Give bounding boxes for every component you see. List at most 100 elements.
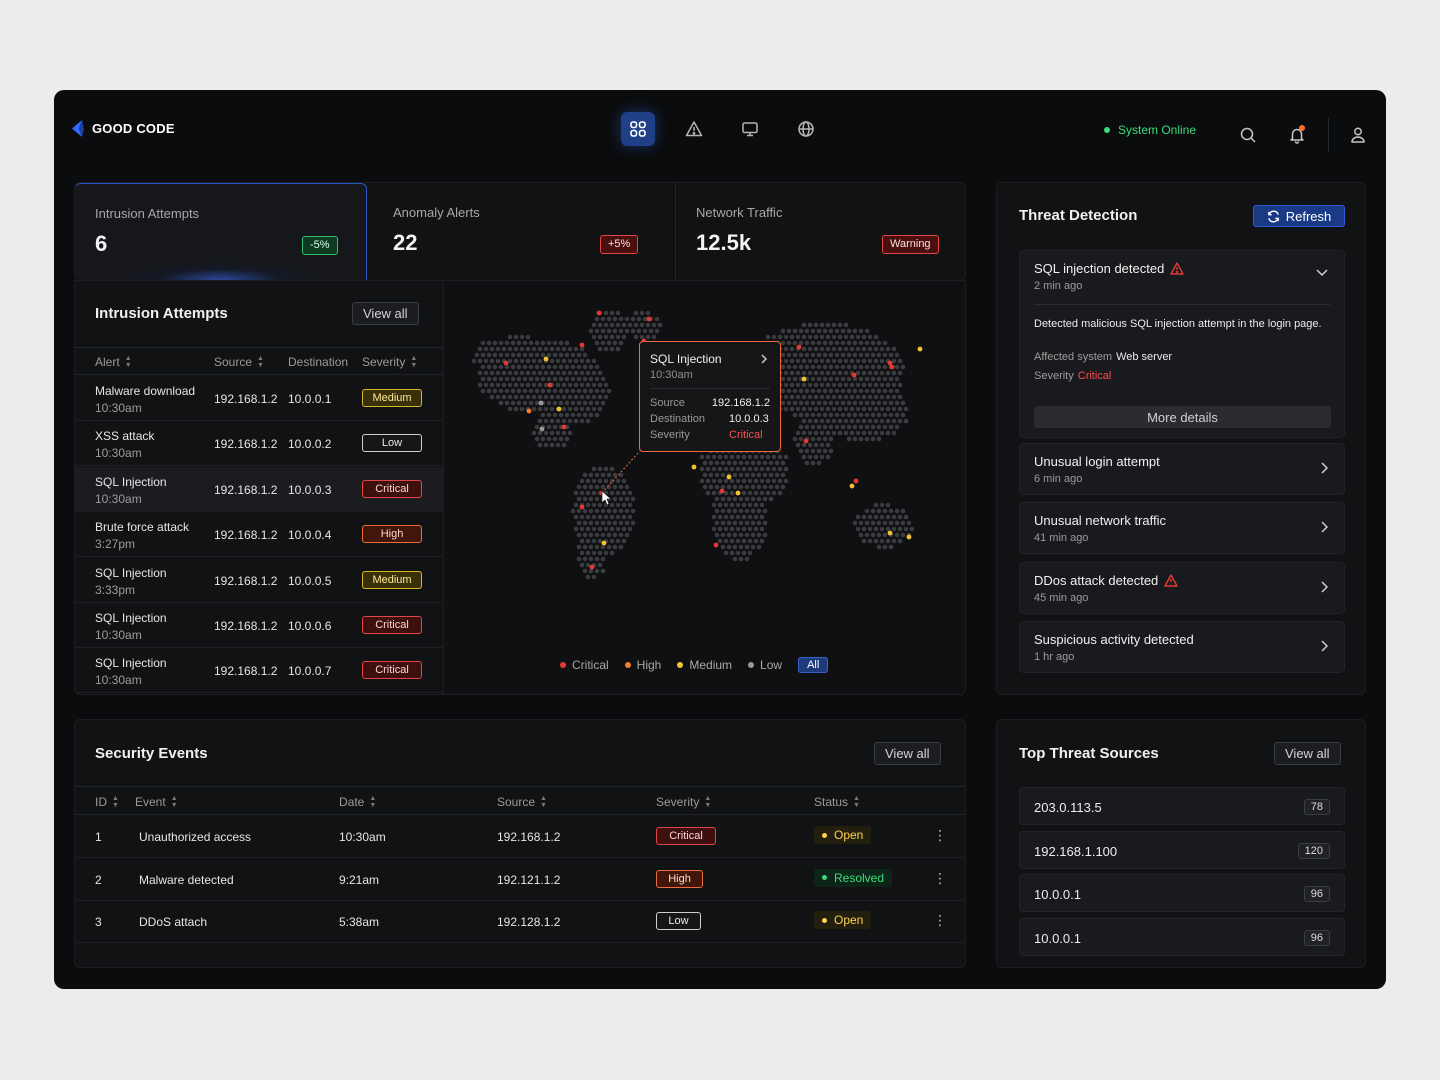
world-map[interactable] bbox=[444, 281, 966, 641]
threat-marker[interactable] bbox=[646, 316, 652, 322]
chevron-right-icon[interactable] bbox=[1320, 462, 1328, 474]
chevron-right-icon[interactable] bbox=[760, 354, 768, 364]
table-row[interactable]: XSS attack 10:30am 192.168.1.2 10.0.0.2 Low bbox=[75, 421, 445, 467]
column-header-event[interactable]: Event ▲ ▼ bbox=[135, 795, 178, 809]
status-dot-icon bbox=[822, 875, 827, 880]
threat-marker[interactable] bbox=[887, 530, 893, 536]
threat-card[interactable]: Suspicious activity detected 1 hr ago bbox=[1019, 621, 1345, 674]
more-details-button[interactable]: More details bbox=[1034, 406, 1331, 428]
stat-anomaly-alerts[interactable]: Anomaly Alerts 22 +5% bbox=[373, 183, 673, 280]
threat-marker[interactable] bbox=[596, 310, 602, 316]
threat-card[interactable]: DDos attack detected 45 min ago bbox=[1019, 561, 1345, 614]
threat-marker[interactable] bbox=[601, 540, 607, 546]
legend-medium[interactable]: Medium bbox=[677, 658, 732, 672]
legend-low[interactable]: Low bbox=[748, 658, 782, 672]
table-row[interactable]: SQL Injection 10:30am 192.168.1.2 10.0.0.6 C… bbox=[75, 603, 445, 648]
column-header-date[interactable]: Date ▲ ▼ bbox=[339, 795, 376, 809]
table-row[interactable]: 1 Unauthorized access 10:30am 192.168.1.2 Cr… bbox=[75, 816, 965, 858]
nav-devices[interactable] bbox=[733, 112, 767, 146]
refresh-label: Refresh bbox=[1285, 208, 1332, 224]
nav-alerts[interactable] bbox=[677, 112, 711, 146]
profile-button[interactable] bbox=[1347, 124, 1369, 146]
view-all-button[interactable]: View all bbox=[874, 742, 941, 765]
threat-marker[interactable] bbox=[538, 400, 544, 406]
threat-marker[interactable] bbox=[887, 360, 893, 366]
threat-marker[interactable] bbox=[561, 424, 567, 430]
more-options-icon[interactable]: ⋮ bbox=[933, 869, 947, 886]
threat-marker[interactable] bbox=[796, 344, 802, 350]
threat-marker[interactable] bbox=[579, 342, 585, 348]
threat-marker[interactable] bbox=[713, 542, 719, 548]
severity-badge: High bbox=[362, 525, 422, 544]
threat-marker[interactable] bbox=[691, 464, 697, 470]
legend-critical[interactable]: Critical bbox=[560, 658, 609, 672]
threat-marker[interactable] bbox=[726, 474, 732, 480]
threat-marker[interactable] bbox=[735, 490, 741, 496]
threat-marker[interactable] bbox=[801, 376, 807, 382]
refresh-button[interactable]: Refresh bbox=[1253, 205, 1345, 227]
threat-marker[interactable] bbox=[547, 382, 553, 388]
threat-marker[interactable] bbox=[543, 356, 549, 362]
threat-marker[interactable] bbox=[889, 364, 895, 370]
threat-marker[interactable] bbox=[719, 488, 725, 494]
column-header-status[interactable]: Status ▲ ▼ bbox=[814, 795, 860, 809]
threat-marker[interactable] bbox=[556, 406, 562, 412]
view-all-button[interactable]: View all bbox=[1274, 742, 1341, 765]
column-header-label: Destination bbox=[288, 355, 349, 369]
threat-source-item[interactable]: 203.0.113.5 78 bbox=[1019, 787, 1345, 825]
threat-marker[interactable] bbox=[589, 564, 595, 570]
column-header-source[interactable]: Source ▲ ▼ bbox=[214, 355, 264, 369]
threat-marker[interactable] bbox=[803, 438, 809, 444]
threat-marker[interactable] bbox=[849, 483, 855, 489]
search-button[interactable] bbox=[1237, 124, 1259, 146]
chevron-down-icon[interactable] bbox=[1316, 269, 1328, 277]
column-header-destination[interactable]: Destination bbox=[288, 355, 348, 369]
stat-intrusion-attempts[interactable]: Intrusion Attempts 6 -5% bbox=[75, 183, 367, 280]
table-row[interactable]: SQL Injection 10:30am 192.168.1.2 10.0.0.7 C… bbox=[75, 648, 445, 694]
table-row[interactable]: SQL Injection 3:33pm 192.168.1.2 10.0.0.5 Me… bbox=[75, 558, 445, 603]
table-row[interactable]: 3 DDoS attach 5:38am 192.128.1.2 Low Open ⋮ bbox=[75, 901, 965, 943]
column-header-label: Event bbox=[135, 795, 166, 809]
table-row[interactable]: Malware download 10:30am 192.168.1.2 10.0.0… bbox=[75, 376, 445, 421]
more-options-icon[interactable]: ⋮ bbox=[933, 827, 947, 843]
threat-title: Suspicious activity detected bbox=[1034, 632, 1194, 647]
threat-card[interactable]: Unusual login attempt 6 min ago bbox=[1019, 443, 1345, 495]
source-ip: 192.168.1.2 bbox=[214, 664, 278, 679]
threat-card[interactable]: Unusual network traffic 41 min ago bbox=[1019, 502, 1345, 555]
tooltip-source: Source 192.168.1.2 bbox=[650, 397, 770, 409]
threat-source-item[interactable]: 10.0.0.1 96 bbox=[1019, 874, 1345, 913]
threat-source-item[interactable]: 10.0.0.1 96 bbox=[1019, 917, 1345, 956]
column-header-severity[interactable]: Severity ▲ ▼ bbox=[362, 355, 417, 369]
table-row[interactable]: Brute force attack 3:27pm 192.168.1.2 10.0.… bbox=[75, 512, 445, 558]
chevron-right-icon[interactable] bbox=[1320, 521, 1328, 533]
severity-badge: Critical bbox=[656, 827, 716, 845]
event-name: Malware detected bbox=[139, 872, 234, 887]
nav-dashboard[interactable] bbox=[621, 112, 655, 146]
column-header-alert[interactable]: Alert ▲ ▼ bbox=[95, 355, 132, 369]
threat-marker[interactable] bbox=[579, 504, 585, 510]
notifications-button[interactable] bbox=[1286, 124, 1308, 146]
stat-network-traffic[interactable]: Network Traffic 12.5k Warning bbox=[675, 183, 965, 280]
chevron-right-icon[interactable] bbox=[1320, 581, 1328, 593]
threat-marker[interactable] bbox=[539, 426, 545, 432]
column-header-source[interactable]: Source ▲ ▼ bbox=[497, 795, 547, 809]
table-row[interactable]: 2 Malware detected 9:21am 192.121.1.2 High Re… bbox=[75, 859, 965, 901]
column-header-severity[interactable]: Severity ▲ ▼ bbox=[656, 795, 711, 809]
threat-source-item[interactable]: 192.168.1.100 120 bbox=[1019, 830, 1345, 869]
threat-marker[interactable] bbox=[851, 372, 857, 378]
legend-high[interactable]: High bbox=[624, 658, 661, 672]
nav-network[interactable] bbox=[789, 112, 823, 146]
more-options-icon[interactable]: ⋮ bbox=[933, 912, 947, 928]
threat-card-expanded[interactable]: SQL injection detected 2 min ago Detecte… bbox=[1019, 250, 1345, 438]
threat-marker[interactable] bbox=[526, 408, 532, 414]
legend-all-button[interactable]: All bbox=[798, 657, 829, 673]
view-all-button[interactable]: View all bbox=[352, 302, 419, 325]
threat-marker[interactable] bbox=[503, 360, 509, 366]
threat-marker[interactable] bbox=[853, 478, 859, 484]
threat-marker[interactable] bbox=[906, 534, 912, 540]
threat-marker[interactable] bbox=[917, 346, 923, 352]
column-header-id[interactable]: ID ▲ ▼ bbox=[95, 795, 119, 809]
chevron-right-icon[interactable] bbox=[1320, 640, 1328, 652]
table-row[interactable]: SQL Injection 10:30am 192.168.1.2 10.0.0.3 C… bbox=[75, 466, 445, 512]
brand-logo[interactable]: GOOD CODE bbox=[70, 120, 175, 137]
